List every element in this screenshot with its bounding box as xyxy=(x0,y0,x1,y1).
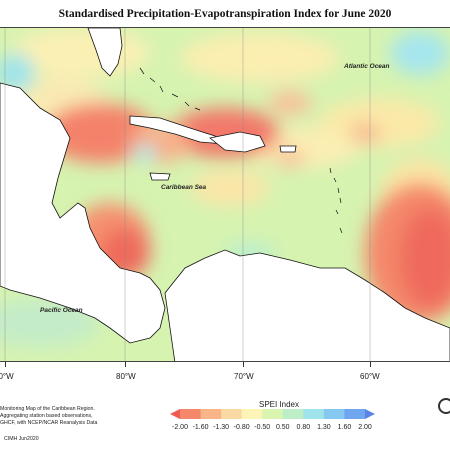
central-america-land xyxy=(0,82,166,344)
legend-tick-label: -1.30 xyxy=(213,424,230,431)
legend-swatch xyxy=(344,409,366,419)
pacific-ocean-label: Pacific Ocean xyxy=(40,307,83,314)
legend-colorbar xyxy=(170,409,375,419)
jamaica-land xyxy=(149,172,171,181)
longitude-label-60w: 60°W xyxy=(360,372,380,381)
map-title: Standardised Precipitation-Evapotranspir… xyxy=(58,8,392,20)
legend-tick-label: -0.50 xyxy=(254,424,271,431)
atlantic-ocean-label: Atlantic Ocean xyxy=(344,63,390,70)
hispaniola-land xyxy=(209,131,266,153)
legend-swatch xyxy=(262,409,284,419)
longitude-label-70w: 70°W xyxy=(234,372,254,381)
legend-tick-label: -0.80 xyxy=(233,424,250,431)
longitude-label-90w: 90°W xyxy=(0,372,14,381)
credit-line-3: GHCF, with NCEP/NCAR Reanalysis Data xyxy=(0,420,98,426)
legend-swatch xyxy=(323,409,345,419)
florida-land xyxy=(87,28,123,77)
legend-arrow-high xyxy=(365,409,375,419)
legend-tick-labels: -2.00 -1.60 -1.30 -0.80 -0.50 0.50 0.80 1.30 1.6… xyxy=(172,424,372,434)
credit-line-1: Monitoring Map of the Caribbean Region. xyxy=(0,406,95,412)
legend-arrow-low xyxy=(170,409,180,419)
longitude-label-80w: 80°W xyxy=(116,372,136,381)
legend-tick-label: 0.50 xyxy=(275,424,290,431)
puerto-rico-land xyxy=(279,145,297,153)
legend-tick-label: -1.60 xyxy=(192,424,209,431)
caribbean-sea-label: Caribbean Sea xyxy=(161,184,207,191)
legend-tick-label: 0.80 xyxy=(296,424,311,431)
credit-date: CIMH Jun2020 xyxy=(4,436,39,442)
legend-swatch xyxy=(241,409,263,419)
legend-tick-label: 2.00 xyxy=(358,424,372,431)
legend-swatch xyxy=(200,409,222,419)
credit-line-2: Aggregating station based observations, xyxy=(0,413,93,419)
legend-swatch xyxy=(180,409,202,419)
legend-tick-label: 1.60 xyxy=(337,424,352,431)
spei-map-canvas xyxy=(0,28,450,361)
south-america-land xyxy=(164,249,450,361)
graticule xyxy=(4,28,371,361)
legend-title: SPEI Index xyxy=(258,400,300,409)
island-outlines xyxy=(139,67,343,234)
legend-swatch xyxy=(282,409,304,419)
spei-map xyxy=(0,27,450,362)
land-masses xyxy=(0,28,450,361)
legend-tick-label: -2.00 xyxy=(172,424,188,431)
cuba-land xyxy=(129,115,227,145)
legend-tick-label: 1.30 xyxy=(317,424,331,431)
legend-swatch xyxy=(303,409,325,419)
cimh-logo xyxy=(438,398,450,414)
legend-swatch xyxy=(221,409,243,419)
